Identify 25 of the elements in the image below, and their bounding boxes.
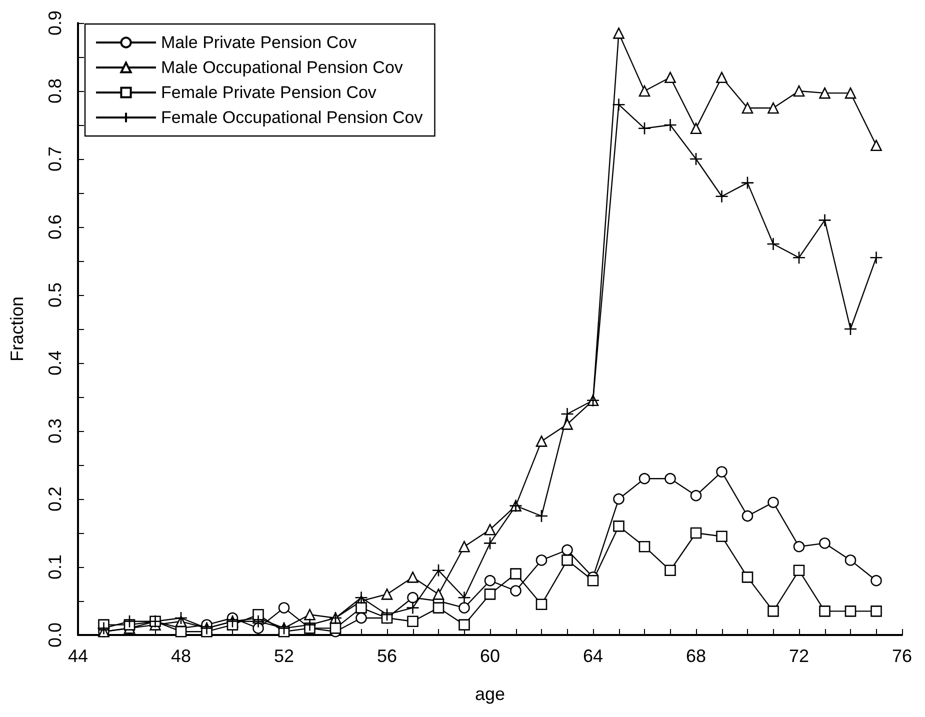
x-tick-label: 44	[68, 646, 88, 666]
legend-label: Male Occupational Pension Cov	[161, 58, 404, 77]
y-tick-label: 0.5	[45, 282, 65, 308]
y-tick-label: 0.8	[45, 78, 65, 104]
x-tick-label: 68	[686, 646, 706, 666]
legend-label: Female Private Pension Cov	[161, 83, 377, 102]
y-tick-label: 0.9	[45, 10, 65, 36]
x-tick-label: 64	[582, 646, 604, 666]
x-tick-label: 56	[376, 646, 398, 666]
y-tick-label: 0.4	[45, 350, 65, 376]
y-tick-label: 0.7	[45, 146, 65, 172]
x-tick-label: 48	[170, 646, 192, 666]
x-tick-label: 52	[274, 646, 294, 666]
y-tick-label: 0.6	[45, 214, 65, 240]
y-tick-label: 0.1	[45, 554, 65, 580]
y-tick-label: 0.0	[45, 622, 65, 648]
legend-label: Male Private Pension Cov	[161, 33, 358, 52]
x-tick-label: 72	[788, 646, 810, 666]
legend-label: Female Occupational Pension Cov	[161, 108, 424, 127]
y-tick-label: 0.2	[45, 486, 65, 512]
y-tick-label: 0.3	[45, 418, 65, 444]
y-axis-title: Fraction	[7, 296, 27, 362]
x-axis-title: age	[474, 684, 506, 704]
x-tick-label: 60	[480, 646, 500, 666]
x-tick-label: 76	[892, 646, 912, 666]
